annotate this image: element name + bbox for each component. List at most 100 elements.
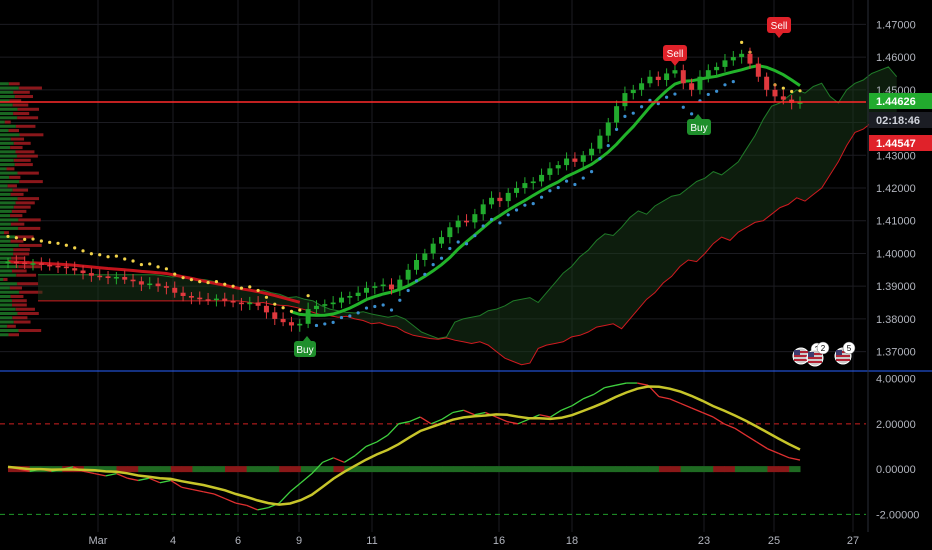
sell-signal-2[interactable]: Sell [767,17,791,38]
volume-profile-bar [18,265,41,269]
candle-body [147,283,153,286]
volume-profile-bar [0,171,18,175]
event-count-badge[interactable]: 5 [842,341,856,355]
psar-dot [473,234,477,238]
oscillator-line-segment [680,402,692,409]
event-count-badge[interactable]: 2 [816,341,830,355]
oscillator-line-segment [419,416,432,425]
volume-profile-bar [13,158,31,162]
candle-body [372,286,378,288]
osc-zero-band [257,466,269,473]
sell-signal-label: Sell [771,21,788,32]
psar-dot [239,286,244,290]
osc-zero-band [626,466,638,473]
time-tick-label: 6 [235,535,241,547]
candle-body [489,197,495,205]
volume-profile-bar [0,201,16,205]
volume-profile-bar [0,175,10,179]
osc-zero-band [561,466,573,473]
psar-dot [48,240,52,244]
candle-body [163,286,169,288]
candle-body [689,83,695,90]
candle-body [555,165,561,169]
osc-zero-band [658,466,671,473]
psar-dot [406,288,410,293]
oscillator-line-segment [116,473,128,479]
psar-dot [556,185,560,190]
candle-body [672,70,678,74]
volume-profile-bar [9,99,22,103]
volume-profile-bar [0,329,19,333]
psar-dot [206,280,210,285]
oscillator-axis[interactable]: 4.00000 2.00000 0.00000 -2.00000 [876,374,919,522]
volume-profile-bar [12,316,28,320]
psar-dot [589,170,594,174]
psar-dot [790,89,794,94]
price-axis[interactable]: 1.470001.460001.450001.440001.430001.420… [876,19,916,358]
oscillator-line-segment [127,477,139,482]
candle-body [72,268,78,271]
psar-dot [56,241,60,245]
osc-zero-band [702,466,714,473]
osc-zero-band [116,466,128,473]
time-tick-label: 16 [493,535,505,547]
volume-profile-bar [0,116,18,120]
osc-zero-band [279,466,291,473]
volume-profile-bar [15,201,35,205]
psar-dot [414,279,419,283]
oscillator-line-segment [517,418,530,425]
buy-signal-1[interactable]: Buy [294,336,316,357]
volume-profile-bar [13,320,31,324]
volume-profile-bar [0,312,18,315]
candle-body [530,181,536,184]
sell-signal-label: Sell [667,49,684,60]
volume-profile-bar [12,303,27,307]
osc-zero-band [409,466,421,473]
psar-dot [690,112,694,116]
us-flag-icon[interactable] [792,347,810,365]
oscillator-line-segment [474,411,486,416]
psar-dot [389,308,394,312]
volume-profile-bar [9,175,21,179]
oscillator-line-segment [582,393,595,400]
psar-dot [248,285,252,289]
osc-zero-band [496,466,508,473]
time-tick-label: 23 [698,535,710,547]
oscillator-line-segment [756,441,768,450]
candlestick-series [5,47,803,332]
osc-zero-band [366,466,378,473]
candle-body [405,269,411,280]
moving-average-fast [291,64,801,317]
oscillator-line-segment [604,384,616,389]
psar-dot [723,83,727,87]
osc-zero-band [550,466,562,473]
sell-signal-1[interactable]: Sell [663,45,687,66]
candle-body [772,89,778,97]
psar-dot [431,263,435,267]
osc-zero-band [463,466,476,473]
time-axis[interactable]: Mar 4 6 9 11 16 18 23 25 27 [89,535,860,547]
volume-profile-bar [17,197,40,201]
us-flag-icon[interactable] [806,349,824,367]
psar-dot [331,320,335,324]
volume-profile-bar [8,333,19,337]
osc-zero-band [734,466,747,473]
volume-profile-bar [17,282,39,286]
candle-body [572,158,578,162]
candle-body [113,277,119,279]
osc-zero-band [648,466,660,473]
osc-zero-band [420,466,432,473]
psar-dot [798,89,802,93]
volume-profile-bar [8,82,20,86]
volume-profile-bar [0,150,16,154]
candle-body [55,265,61,268]
secondary-price-value: 1.44547 [876,138,916,150]
candle-body [230,300,236,303]
oscillator-tick-label: 0.00000 [876,464,916,476]
candle-body [447,227,453,238]
psar-dot [548,189,552,193]
candle-body [322,304,328,306]
candle-body [430,243,436,254]
buy-signal-2[interactable]: Buy [687,114,711,135]
